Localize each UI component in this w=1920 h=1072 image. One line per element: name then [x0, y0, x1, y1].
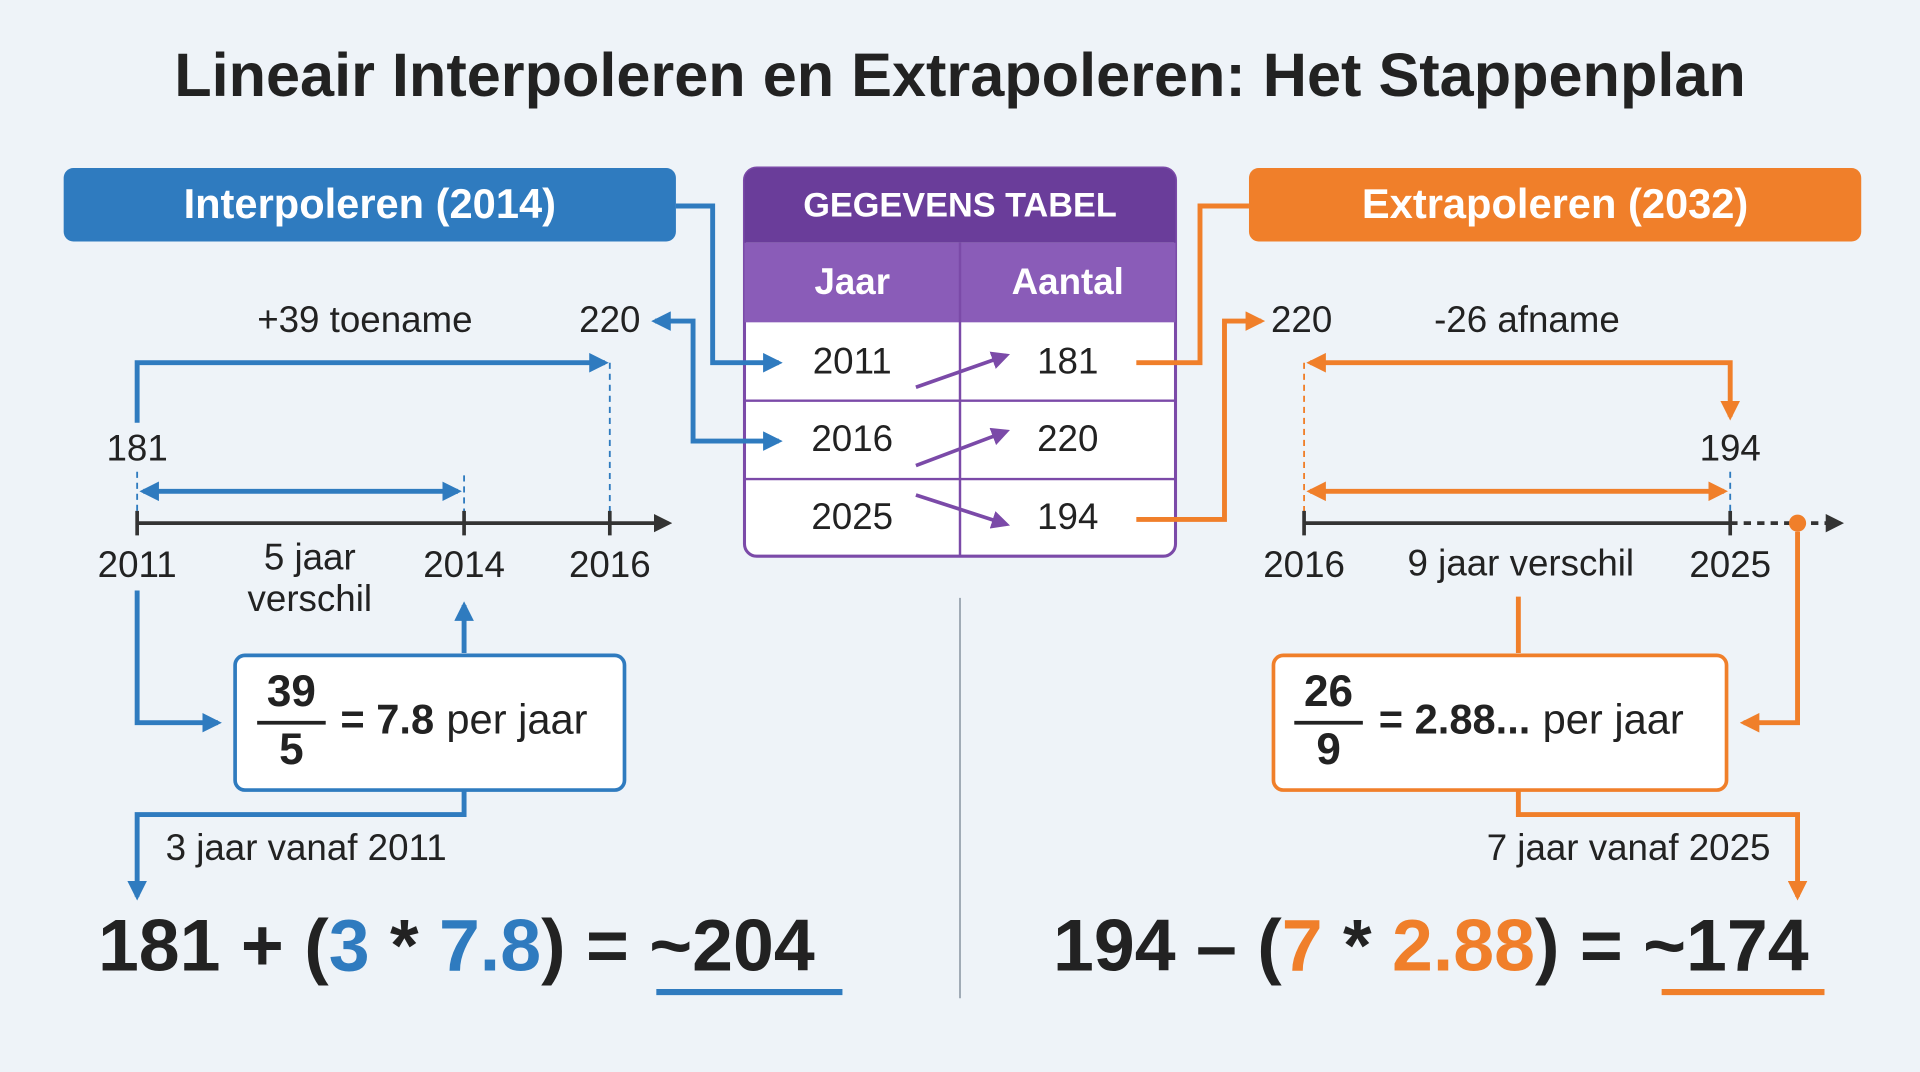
rate-unit: per jaar [446, 696, 587, 743]
formula-part: 2.88 [1392, 904, 1535, 987]
formula-part: 181 + ( [98, 904, 329, 987]
extrapolation-panel: 220 -26 afname 194 2016 9 jaar verschil … [1053, 299, 1845, 996]
gap-label: 5 jaar [264, 537, 356, 578]
increase-label: +39 toename [257, 299, 472, 340]
step-label: 3 jaar vanaf 2011 [166, 827, 447, 868]
year-label: 2014 [423, 544, 505, 585]
table-header: Aantal [1012, 261, 1124, 302]
formula-result: ~174 [1643, 904, 1809, 987]
table-cell: 181 [1037, 341, 1098, 382]
rate-unit: per jaar [1543, 696, 1684, 743]
denominator: 9 [1316, 725, 1341, 774]
rate-box [233, 653, 627, 792]
formula-part: 7.8 [439, 904, 541, 987]
flow-arrow [134, 590, 222, 733]
connector [651, 311, 783, 451]
formula-part: * [370, 904, 439, 987]
formula-part: 7 [1282, 904, 1323, 987]
rate: = 2.88... per jaar [1379, 696, 1684, 743]
data-table: GEGEVENS TABEL Jaar Aantal 2011 181 2016… [742, 166, 1178, 558]
denominator: 5 [279, 725, 304, 774]
year-label: 2025 [1689, 544, 1771, 585]
rate-value: = 7.8 [340, 696, 434, 743]
step-label: 7 jaar vanaf 2025 [1487, 827, 1771, 868]
rate-box [1271, 653, 1729, 792]
connector [1136, 203, 1249, 366]
value-label: 194 [1700, 428, 1761, 469]
rate-value: = 2.88... [1379, 696, 1531, 743]
numerator: 39 [267, 667, 316, 716]
formula-part: 3 [329, 904, 370, 987]
numerator: 26 [1304, 667, 1353, 716]
title: Lineair Interpoleren en Extrapoleren: He… [174, 41, 1746, 109]
gap-label: verschil [248, 578, 372, 619]
formula-part: * [1323, 904, 1392, 987]
decrease-bracket [1306, 352, 1740, 421]
formula-part: 194 – ( [1053, 904, 1282, 987]
year-label: 2011 [98, 544, 177, 585]
table-title: GEGEVENS TABEL [803, 186, 1117, 224]
flow-arrow [1739, 531, 1800, 733]
flow-arrow [1515, 790, 1808, 901]
interpolation-panel: +39 toename 220 181 2011 2014 2016 5 jaa… [98, 299, 843, 996]
year-label: 2016 [569, 544, 651, 585]
extrapolation-header-box [1248, 168, 1862, 242]
value-label: 181 [107, 428, 168, 469]
flow-arrow [127, 790, 467, 901]
interpolation-header-box [63, 168, 676, 242]
table-cell: 194 [1037, 496, 1098, 537]
target-point [1788, 514, 1807, 532]
interpolation-header: Interpoleren (2014) [184, 180, 556, 227]
table-title-band [744, 168, 1176, 243]
decrease-label: -26 afname [1434, 299, 1620, 340]
year-label: 2016 [1263, 544, 1345, 585]
increase-bracket [134, 352, 609, 423]
connector [1136, 311, 1266, 522]
rate: = 7.8 per jaar [340, 696, 587, 743]
table-cell: 2025 [811, 496, 893, 537]
value-label: 220 [1271, 299, 1332, 340]
formula-part: ) = [541, 904, 649, 987]
gap-label: 9 jaar verschil [1408, 543, 1635, 584]
table-arrows [915, 351, 1011, 529]
extrapolation-header: Extrapoleren (2032) [1362, 180, 1748, 227]
formula-part: ) = [1535, 904, 1643, 987]
table-header: Jaar [814, 261, 890, 302]
table-cell: 2011 [813, 341, 892, 382]
formula: 181 + (3 * 7.8) = ~204 [98, 904, 815, 987]
table-cell: 220 [1037, 418, 1098, 459]
table-cell: 2016 [811, 418, 893, 459]
formula: 194 – (7 * 2.88) = ~174 [1053, 904, 1809, 987]
value-label: 220 [579, 299, 640, 340]
formula-result: ~204 [649, 904, 815, 987]
